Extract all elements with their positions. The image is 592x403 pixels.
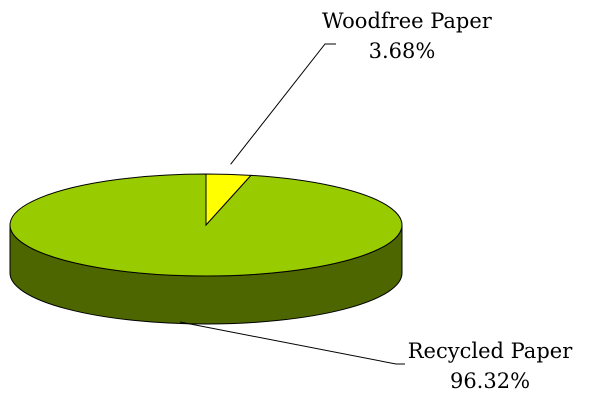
woodfree-paper-slice (205, 173, 252, 227)
recycled-paper-percent: 96.32% (449, 369, 531, 393)
woodfree-paper-name: Woodfree Paper (322, 9, 492, 33)
woodfree-paper-leader-line (230, 43, 336, 165)
woodfree-paper-label: Woodfree Paper 3.68% (322, 6, 492, 66)
recycled-paper-name: Recycled Paper (407, 339, 573, 363)
recycled-paper-leader-line (179, 321, 405, 365)
woodfree-paper-percent: 3.68% (368, 39, 436, 63)
recycled-paper-label: Recycled Paper 96.32% (390, 336, 590, 396)
